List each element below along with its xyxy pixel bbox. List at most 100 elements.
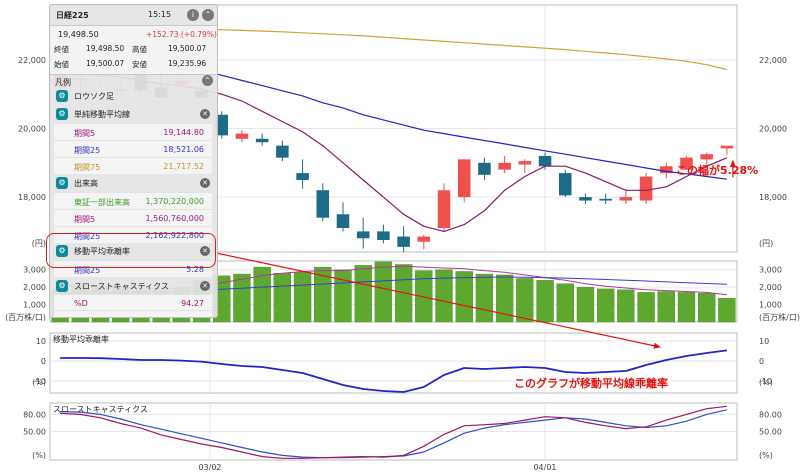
legend-row-value: 1,560,760,000 bbox=[145, 214, 204, 223]
y-unit-label: (円) bbox=[32, 239, 46, 248]
y-tick-label: 22,000 bbox=[18, 56, 46, 65]
y-tick-label: 0 bbox=[41, 357, 46, 366]
y-unit-label: (%) bbox=[32, 451, 46, 460]
legend-candle[interactable]: ⚙ ロウソク足 bbox=[54, 88, 212, 104]
legend-row: 期間25 18,521.06 bbox=[54, 140, 212, 157]
legend-row-value: 5.28 bbox=[186, 265, 204, 274]
volume-bar bbox=[273, 273, 292, 323]
y-tick-label: 80.00 bbox=[23, 410, 46, 419]
legend-sma-title: 単純移動平均線 bbox=[74, 110, 130, 119]
candle-body bbox=[356, 231, 370, 239]
gear-icon[interactable]: ⚙ bbox=[56, 245, 68, 257]
x-axis: 03/02 04/01 bbox=[198, 463, 556, 472]
quote-time: 15:15 bbox=[148, 10, 172, 19]
legend-row: 期間5 19,144.80 bbox=[54, 123, 212, 140]
legend-row-value: 18,521.06 bbox=[163, 145, 204, 154]
close-icon[interactable]: ✕ bbox=[200, 281, 210, 291]
deviation-highlight bbox=[46, 233, 216, 268]
candle-body bbox=[397, 236, 410, 247]
gear-icon[interactable]: ⚙ bbox=[56, 177, 68, 189]
legend-row-label: %D bbox=[74, 299, 88, 308]
volume-bar bbox=[637, 292, 655, 323]
quote-value: 19,500.07 bbox=[168, 44, 207, 53]
y-tick-label-right: 1,000 bbox=[759, 301, 782, 310]
legend-stochastics[interactable]: ⚙ スローストキャスティクス ✕ bbox=[54, 278, 212, 294]
quote-label: 高値 bbox=[132, 45, 147, 54]
y-tick-label-right: -10 bbox=[759, 377, 772, 386]
volume-bar bbox=[536, 279, 554, 323]
candle-body bbox=[336, 214, 350, 228]
gear-icon[interactable]: ⚙ bbox=[56, 108, 68, 120]
y-tick-label-right: 22,000 bbox=[759, 56, 787, 65]
legend-row bbox=[54, 310, 212, 317]
legend-row: 期間25 5.28 bbox=[54, 260, 212, 277]
y-tick-label-right: 50.00 bbox=[759, 428, 782, 437]
deviation-panel: -10 -10 0 0 10 10 (%) (%) 移動平均乖離率 bbox=[32, 332, 773, 394]
y-tick-label: 10 bbox=[36, 337, 46, 346]
info-icon[interactable]: i bbox=[187, 9, 199, 21]
y-tick-label-right: 2,000 bbox=[759, 283, 782, 292]
y-tick-label: -10 bbox=[33, 377, 46, 386]
y-tick-label-right: 20,000 bbox=[759, 125, 787, 134]
volume-bar bbox=[698, 293, 716, 323]
candle-body bbox=[518, 161, 532, 165]
price-change: +152.73 (+0.79%) bbox=[146, 30, 217, 39]
volume-bar bbox=[435, 269, 453, 323]
y-unit-right: (円) bbox=[759, 239, 773, 248]
legend-collapse-icon[interactable]: ⌃ bbox=[202, 75, 213, 86]
candle-body bbox=[276, 145, 289, 158]
y-tick-label-right: 18,000 bbox=[759, 193, 787, 202]
quote-box: 19,498.50 +152.73 (+0.79%) 終値 19,498.50 … bbox=[50, 26, 217, 75]
y-unit-right: (百万株/口) bbox=[759, 312, 800, 322]
candle-body bbox=[720, 145, 734, 149]
panel-title: スローストキャスティクス bbox=[53, 405, 148, 414]
collapse-icon[interactable]: ⌃ bbox=[202, 9, 214, 21]
width-annotation: この幅が5.28% bbox=[676, 164, 759, 177]
graph-annotation: このグラフが移動平均線乖離率 bbox=[514, 377, 668, 390]
quote-label: 安値 bbox=[132, 60, 147, 69]
candle-body bbox=[599, 198, 612, 201]
legend-row-value: 19,144.80 bbox=[163, 128, 204, 137]
legend-volume-title: 出来高 bbox=[74, 179, 98, 188]
info-panel: 日経225 15:15 i ⌃ 19,498.50 +152.73 (+0.79… bbox=[49, 4, 218, 318]
close-icon[interactable]: ✕ bbox=[200, 178, 210, 188]
candle-body bbox=[316, 190, 330, 218]
candle-body bbox=[457, 159, 471, 198]
legend-row-label: 期間25 bbox=[74, 146, 101, 155]
legend-row: 期間5 1,560,760,000 bbox=[54, 209, 212, 226]
legend-row-value: 2,162,922,800 bbox=[145, 231, 204, 240]
candle-body bbox=[255, 138, 269, 143]
volume-bar bbox=[354, 265, 372, 323]
panel-frame bbox=[49, 332, 738, 394]
y-tick-label-right: 10 bbox=[759, 337, 769, 346]
close-icon[interactable]: ✕ bbox=[200, 246, 210, 256]
volume-bar bbox=[617, 289, 635, 323]
volume-bar bbox=[495, 274, 514, 323]
candle-body bbox=[296, 173, 309, 180]
volume-bar bbox=[596, 288, 615, 323]
y-tick-label-right: 3,000 bbox=[759, 266, 782, 275]
y-tick-label: 20,000 bbox=[18, 125, 46, 134]
legend-volume[interactable]: ⚙ 出来高 ✕ bbox=[54, 175, 212, 191]
gear-icon[interactable]: ⚙ bbox=[56, 90, 68, 102]
legend-sma[interactable]: ⚙ 単純移動平均線 ✕ bbox=[54, 106, 212, 122]
y-unit-right: (%) bbox=[759, 378, 773, 387]
volume-bar bbox=[516, 278, 534, 323]
legend-stochastics-title: スローストキャスティクス bbox=[74, 282, 169, 291]
stochastics-panel: 50.00 50.00 80.00 80.00 (%) (%) スローストキャスティクス bbox=[23, 402, 782, 461]
candle-body bbox=[558, 173, 572, 196]
legend-row-label: 東証一部出来高 bbox=[74, 198, 130, 207]
y-tick-label: 50.00 bbox=[23, 428, 46, 437]
volume-bar bbox=[657, 291, 675, 323]
candle-body bbox=[538, 155, 552, 167]
close-icon[interactable]: ✕ bbox=[200, 109, 210, 119]
y-tick-label-right: 0 bbox=[759, 357, 764, 366]
y-tick-label: 2,000 bbox=[23, 283, 46, 292]
gear-icon[interactable]: ⚙ bbox=[56, 280, 68, 292]
volume-bar bbox=[314, 266, 332, 323]
quote-value: 19,498.50 bbox=[86, 44, 125, 53]
legend-row: 期間25 2,162,922,800 bbox=[54, 226, 212, 243]
y-unit-right: (%) bbox=[759, 451, 773, 460]
legend-deviation-title: 移動平均乖離率 bbox=[74, 247, 130, 256]
legend-deviation[interactable]: ⚙ 移動平均乖離率 ✕ bbox=[54, 243, 212, 259]
